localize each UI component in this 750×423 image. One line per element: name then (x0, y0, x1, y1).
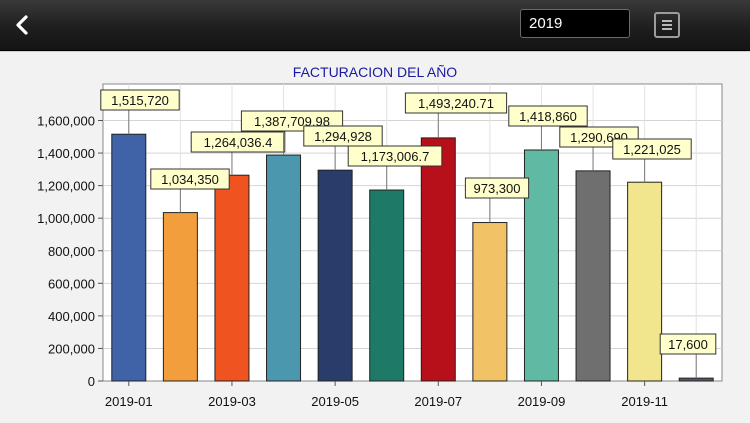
y-tick-label: 1,000,000 (37, 211, 95, 226)
menu-button[interactable] (654, 12, 680, 38)
data-label-box (150, 168, 230, 190)
data-label: 1,034,350 (161, 172, 219, 187)
year-input[interactable] (520, 9, 630, 38)
bar-2019-10 (575, 170, 611, 382)
data-label: 1,294,928 (314, 129, 372, 144)
data-label-box (612, 138, 692, 160)
bar-2019-12 (678, 377, 714, 382)
x-tick-label: 2019-05 (311, 394, 359, 409)
bar-2019-08 (472, 222, 508, 382)
data-label: 1,221,025 (623, 142, 681, 157)
x-tick-label: 2019-07 (414, 394, 462, 409)
bar-2019-06 (369, 189, 405, 382)
bar-2019-01 (111, 133, 147, 382)
data-label-box (100, 89, 180, 111)
bar-2019-09 (523, 149, 559, 382)
bar-chart: 0 200,000 400,000 600,000 800,000 1,000,000 1,… (37, 83, 723, 409)
y-tick-label: 400,000 (48, 309, 95, 324)
y-tick-label: 800,000 (48, 244, 95, 259)
top-toolbar (0, 0, 750, 51)
data-label: 1,515,720 (111, 93, 169, 108)
data-label: 973,300 (474, 181, 521, 196)
data-label-box (659, 333, 717, 355)
data-label: 1,264,036.4 (204, 135, 273, 150)
bar-2019-05 (317, 169, 353, 382)
bar-2019-07 (420, 137, 456, 382)
data-label: 1,173,006.7 (361, 149, 430, 164)
data-label: 1,493,240.71 (418, 96, 494, 111)
chevron-left-icon (16, 15, 28, 35)
y-tick-label: 0 (88, 374, 95, 389)
x-tick-label: 2019-01 (105, 394, 153, 409)
back-button[interactable] (6, 8, 38, 42)
data-label-box (404, 92, 508, 114)
x-tick-label: 2019-11 (621, 394, 668, 409)
data-label: 1,418,860 (519, 109, 577, 124)
data-label: 17,600 (668, 337, 708, 352)
x-tick-label: 2019-09 (518, 394, 566, 409)
list-menu-icon (662, 20, 672, 30)
data-label-box (464, 177, 530, 199)
bar-2019-04 (266, 154, 302, 382)
x-tick-label: 2019-03 (208, 394, 256, 409)
y-tick-label: 1,600,000 (37, 114, 95, 129)
data-label-box (190, 131, 286, 153)
bar-2019-11 (627, 181, 663, 382)
data-label-box (508, 105, 588, 127)
data-label-box (347, 145, 443, 167)
y-tick-label: 1,200,000 (37, 179, 95, 194)
chart-title: FACTURACION DEL AÑO (292, 64, 458, 80)
y-tick-label: 1,400,000 (37, 146, 95, 161)
data-label: 1,387,709.98 (254, 114, 330, 129)
y-tick-label: 600,000 (48, 276, 95, 291)
data-label-box (303, 125, 383, 147)
y-tick-label: 200,000 (48, 341, 95, 356)
bar-2019-03 (214, 174, 250, 382)
bar-2019-02 (162, 212, 198, 382)
